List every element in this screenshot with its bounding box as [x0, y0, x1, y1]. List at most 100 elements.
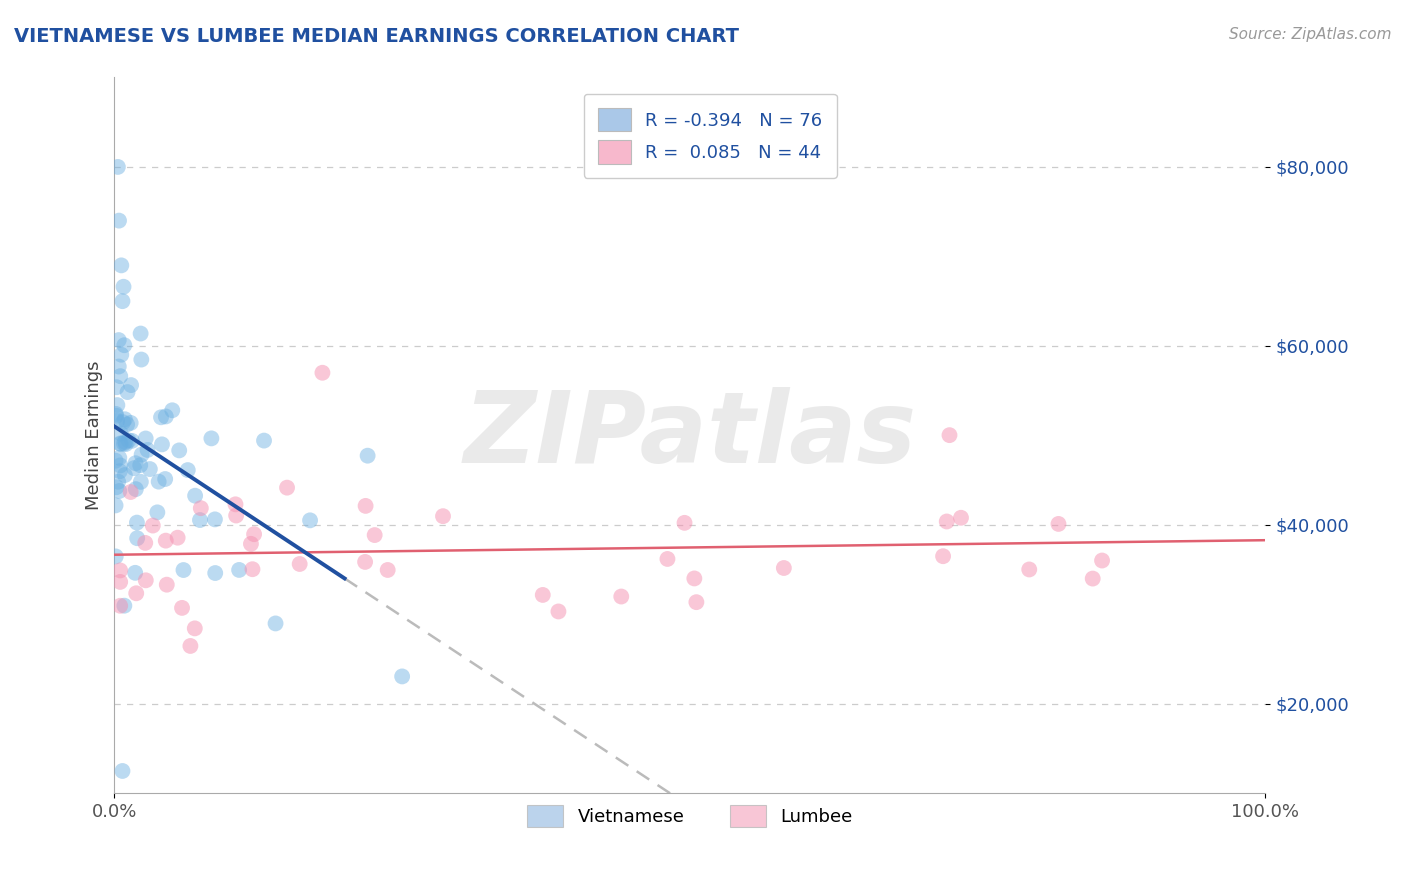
Point [122, 461, 145, 475]
Point [949, 510, 972, 524]
Point [110, 348, 132, 362]
Point [172, 563, 194, 577]
Point [110, 458, 132, 473]
Point [391, 669, 413, 683]
Point [114, 434, 136, 449]
Point [124, 456, 146, 470]
Point [1081, 572, 1104, 586]
Point [150, 410, 173, 425]
Point [243, 527, 266, 541]
Point [124, 566, 146, 580]
Point [673, 516, 696, 530]
Point [685, 595, 707, 609]
Point [200, 431, 222, 445]
Point [264, 616, 287, 631]
Point [276, 481, 298, 495]
Point [224, 497, 246, 511]
Point [117, 385, 139, 400]
Point [108, 436, 131, 450]
Point [184, 621, 207, 635]
Point [610, 590, 633, 604]
Point [107, 359, 129, 374]
Y-axis label: Median Earnings: Median Earnings [86, 360, 103, 510]
Point [120, 416, 142, 430]
Point [170, 600, 193, 615]
Text: Source: ZipAtlas.com: Source: ZipAtlas.com [1229, 27, 1392, 42]
Point [432, 509, 454, 524]
Point [105, 409, 128, 423]
Point [107, 333, 129, 347]
Point [108, 574, 131, 589]
Point [657, 552, 679, 566]
Point [112, 338, 135, 352]
Point [112, 415, 135, 429]
Point [135, 432, 157, 446]
Point [121, 434, 143, 448]
Point [188, 513, 211, 527]
Point [136, 442, 159, 457]
Point [166, 531, 188, 545]
Point [114, 437, 136, 451]
Point [105, 480, 128, 494]
Point [363, 528, 385, 542]
Point [105, 398, 128, 412]
Point [938, 428, 960, 442]
Point [129, 326, 152, 341]
Point [773, 561, 796, 575]
Point [146, 505, 169, 519]
Point [354, 499, 377, 513]
Point [204, 512, 226, 526]
Point [110, 258, 132, 272]
Point [110, 369, 132, 384]
Point [112, 279, 135, 293]
Point [110, 426, 132, 441]
Point [242, 562, 264, 576]
Point [108, 464, 131, 478]
Point [1091, 553, 1114, 567]
Point [134, 536, 156, 550]
Point [107, 160, 129, 174]
Point [131, 448, 153, 462]
Point [105, 414, 128, 428]
Point [105, 380, 128, 394]
Point [142, 518, 165, 533]
Point [127, 531, 149, 545]
Point [177, 463, 200, 477]
Point [104, 407, 127, 421]
Point [117, 434, 139, 448]
Point [179, 639, 201, 653]
Point [184, 489, 207, 503]
Point [225, 508, 247, 523]
Point [239, 537, 262, 551]
Point [932, 549, 955, 564]
Point [311, 366, 333, 380]
Point [125, 516, 148, 530]
Point [131, 352, 153, 367]
Point [253, 434, 276, 448]
Point [112, 436, 135, 450]
Point [104, 549, 127, 564]
Point [120, 378, 142, 392]
Point [108, 213, 131, 227]
Point [190, 501, 212, 516]
Point [531, 588, 554, 602]
Point [354, 555, 377, 569]
Point [155, 533, 177, 548]
Legend: Vietnamese, Lumbee: Vietnamese, Lumbee [520, 798, 860, 834]
Point [108, 483, 131, 498]
Point [228, 563, 250, 577]
Text: ZIPatlas: ZIPatlas [464, 387, 917, 483]
Point [104, 453, 127, 467]
Text: VIETNAMESE VS LUMBEE MEDIAN EARNINGS CORRELATION CHART: VIETNAMESE VS LUMBEE MEDIAN EARNINGS COR… [14, 27, 740, 45]
Point [547, 604, 569, 618]
Point [108, 450, 131, 465]
Point [1047, 516, 1070, 531]
Point [114, 412, 136, 426]
Point [299, 513, 322, 527]
Point [377, 563, 399, 577]
Point [111, 764, 134, 778]
Point [356, 449, 378, 463]
Point [129, 475, 152, 489]
Point [108, 599, 131, 613]
Point [125, 586, 148, 600]
